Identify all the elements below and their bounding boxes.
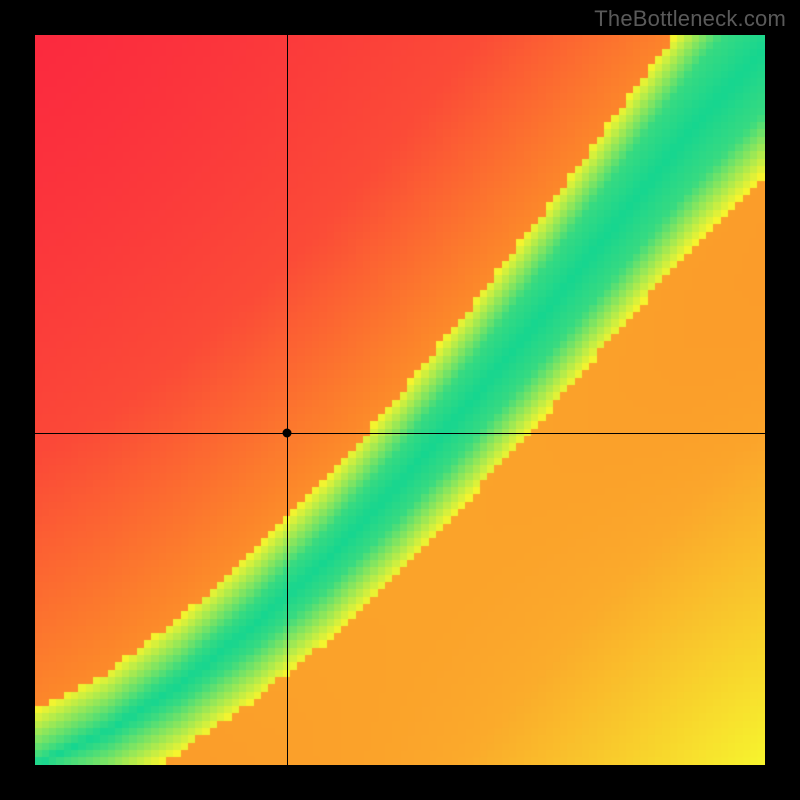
chart-container: TheBottleneck.com: [0, 0, 800, 800]
watermark-text: TheBottleneck.com: [594, 6, 786, 32]
heatmap-canvas: [35, 35, 765, 765]
plot-area: [35, 35, 765, 765]
